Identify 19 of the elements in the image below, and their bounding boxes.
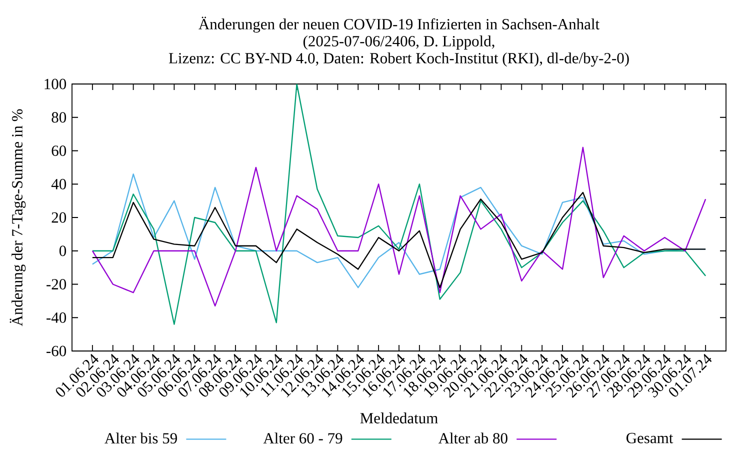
y-tick-label: -40 <box>46 312 66 323</box>
y-tick-label: 20 <box>52 212 66 223</box>
chart-subtitle: (2025-07-06/2406, D. Lippold, <box>303 36 494 50</box>
x-axis-title: Meldedatum <box>360 412 438 424</box>
text: Lizenz: CC BY-ND 4.0, Daten: Robert Koch-Institut (RKI), dl-de/by-2-0) <box>168 52 629 67</box>
y-tick-label: 60 <box>52 146 66 156</box>
y-tick-label: 0 <box>59 246 66 256</box>
line-series <box>92 84 706 325</box>
y-tick-label: -60 <box>46 346 66 356</box>
chart-title: Änderungen der neuen COVID-19 Infizierten in Sachsen-Anhalt <box>198 16 600 33</box>
legend-label: Alter bis 59 <box>104 432 177 444</box>
y-tick-label: 100 <box>44 78 66 90</box>
legend-label: Alter 60 - 79 <box>263 432 342 444</box>
y-axis-title: Änderung der 7-Tage-Summe in % <box>10 109 26 326</box>
legend-label: Alter ab 80 <box>438 432 508 444</box>
legend-label: Gesamt <box>626 432 674 444</box>
y-tick-label: 40 <box>51 178 66 190</box>
y-tick-label: -20 <box>46 279 66 290</box>
y-tick-label: 80 <box>52 112 66 123</box>
